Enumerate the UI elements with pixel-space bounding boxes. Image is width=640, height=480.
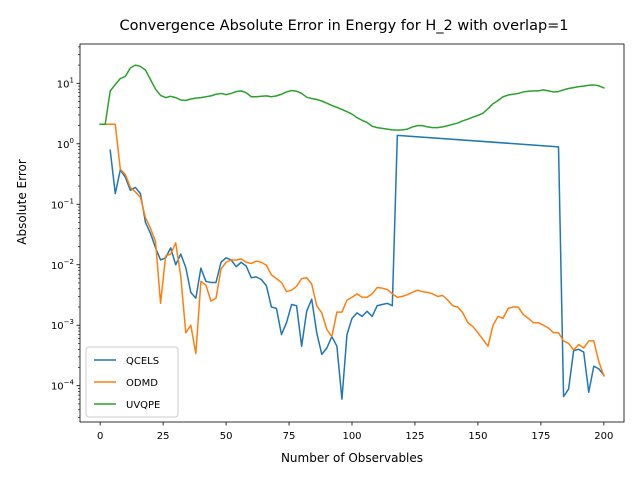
y-tick-label: 10−3 <box>51 318 74 332</box>
x-tick-label: 25 <box>157 431 170 442</box>
chart-title: Convergence Absolute Error in Energy for… <box>119 18 568 34</box>
y-tick-label: 10−4 <box>51 379 75 393</box>
x-tick-label: 150 <box>468 431 487 442</box>
x-axis-label: Number of Observables <box>281 451 423 465</box>
x-tick-label: 100 <box>342 431 361 442</box>
y-tick-label: 10−1 <box>51 197 74 211</box>
x-tick-label: 50 <box>220 431 233 442</box>
x-tick-label: 0 <box>97 431 103 442</box>
legend-label-qcels: QCELS <box>126 356 159 367</box>
legend-label-odmd: ODMD <box>126 378 158 389</box>
series-line-odmd <box>104 123 605 377</box>
y-axis-label: Absolute Error <box>15 159 29 245</box>
x-tick-label: 125 <box>405 431 424 442</box>
y-tick-label: 101 <box>57 76 74 90</box>
legend-box <box>85 346 179 418</box>
legend: QCELS ODMD UVQPE <box>85 346 179 418</box>
plot-area <box>99 64 605 400</box>
x-tick-label: 200 <box>594 431 613 442</box>
y-tick-label: 100 <box>57 137 74 151</box>
x-tick-label: 75 <box>283 431 296 442</box>
y-tick-label: 10−2 <box>51 258 74 272</box>
axes: 0 25 50 75 100 125 150 175 200 10−4 10−3 10−2 10−1 10… <box>51 43 625 442</box>
legend-label-uvqpe: UVQPE <box>126 400 160 411</box>
x-tick-label: 175 <box>531 431 550 442</box>
series-line-uvqpe <box>99 64 605 131</box>
